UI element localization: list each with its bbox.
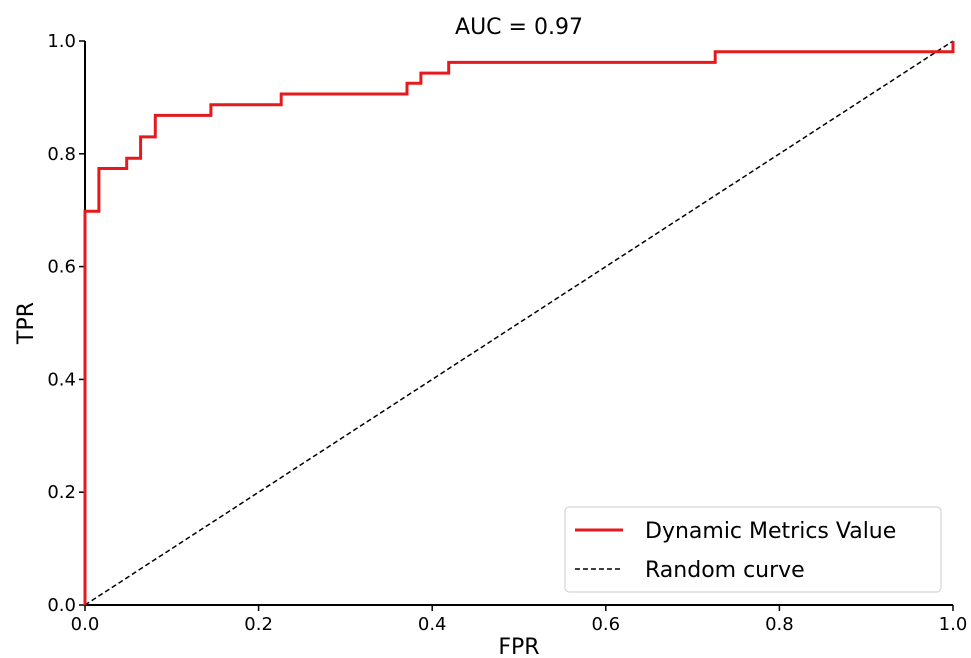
y-tick-label: 0.2: [47, 482, 76, 503]
x-tick-label: 0.0: [71, 614, 100, 635]
y-tick-label: 0.6: [47, 257, 76, 278]
y-tick-label: 0.8: [47, 144, 76, 165]
y-tick-label: 0.0: [47, 595, 76, 616]
x-axis-label: FPR: [498, 635, 539, 658]
y-tick-label: 1.0: [47, 31, 76, 52]
axes: 0.0 0.2 0.4 0.6 0.8 1.0 0.0 0.2 0.4 0.6 0.8 1.0: [47, 31, 967, 635]
y-axis-label: TPR: [14, 302, 39, 345]
x-tick-label: 0.2: [244, 614, 273, 635]
series-layer: [83, 40, 955, 606]
legend-label: Dynamic Metrics Value: [645, 519, 896, 544]
x-tick-label: 0.6: [591, 614, 620, 635]
random-curve-line: [84, 40, 954, 606]
x-tick-label: 0.4: [418, 614, 447, 635]
x-tick-label: 1.0: [939, 614, 968, 635]
legend: Dynamic Metrics Value Random curve: [564, 506, 942, 593]
y-tick-label: 0.4: [47, 369, 76, 390]
legend-label: Random curve: [645, 558, 805, 583]
roc-curve-line: [83, 41, 955, 605]
legend-box: [564, 506, 942, 593]
x-tick-label: 0.8: [765, 614, 794, 635]
chart-title: AUC = 0.97: [455, 15, 583, 40]
